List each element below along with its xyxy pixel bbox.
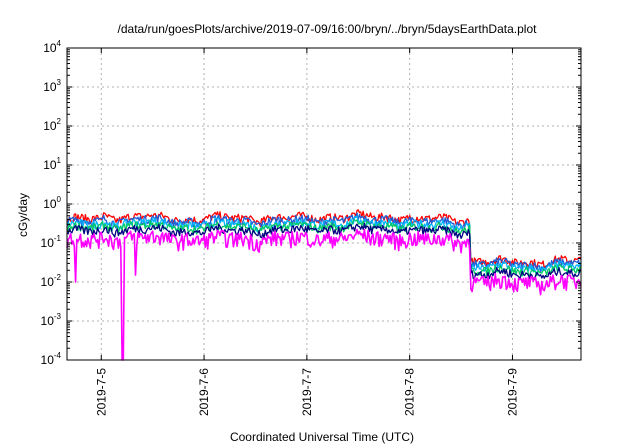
series-line <box>66 228 582 361</box>
x-tick-label: 2019-7-7 <box>300 368 314 416</box>
y-tick-label: 10-4 <box>41 351 62 367</box>
y-tick-label: 102 <box>43 117 61 133</box>
x-ticks: 2019-7-5 2019-7-6 2019-7-7 2019-7-8 2019-7-9 <box>94 48 519 416</box>
y-tick-label: 103 <box>43 78 61 94</box>
y-tick-label: 10-3 <box>41 312 62 328</box>
y-tick-label: 10-1 <box>41 234 62 250</box>
x-axis-label: Coordinated Universal Time (UTC) <box>230 430 414 444</box>
series-line <box>66 212 582 273</box>
y-tick-label: 10-2 <box>41 273 62 289</box>
x-tick-label: 2019-7-5 <box>94 368 108 416</box>
grid-lines <box>67 48 581 360</box>
y-axis-label: cGy/day <box>16 193 30 237</box>
y-tick-label: 100 <box>43 195 61 211</box>
y-tick-label: 101 <box>43 156 61 172</box>
x-tick-label: 2019-7-9 <box>505 368 519 416</box>
x-tick-label: 2019-7-6 <box>197 368 211 416</box>
data-series <box>66 209 582 361</box>
x-tick-label: 2019-7-8 <box>403 368 417 416</box>
series-line <box>66 222 582 281</box>
y-ticks: 10-4 10-3 10-2 10-1 100 101 102 103 104 <box>41 39 581 367</box>
chart-title: /data/run/goesPlots/archive/2019-07-09/1… <box>118 22 538 36</box>
y-tick-label: 104 <box>43 39 61 55</box>
